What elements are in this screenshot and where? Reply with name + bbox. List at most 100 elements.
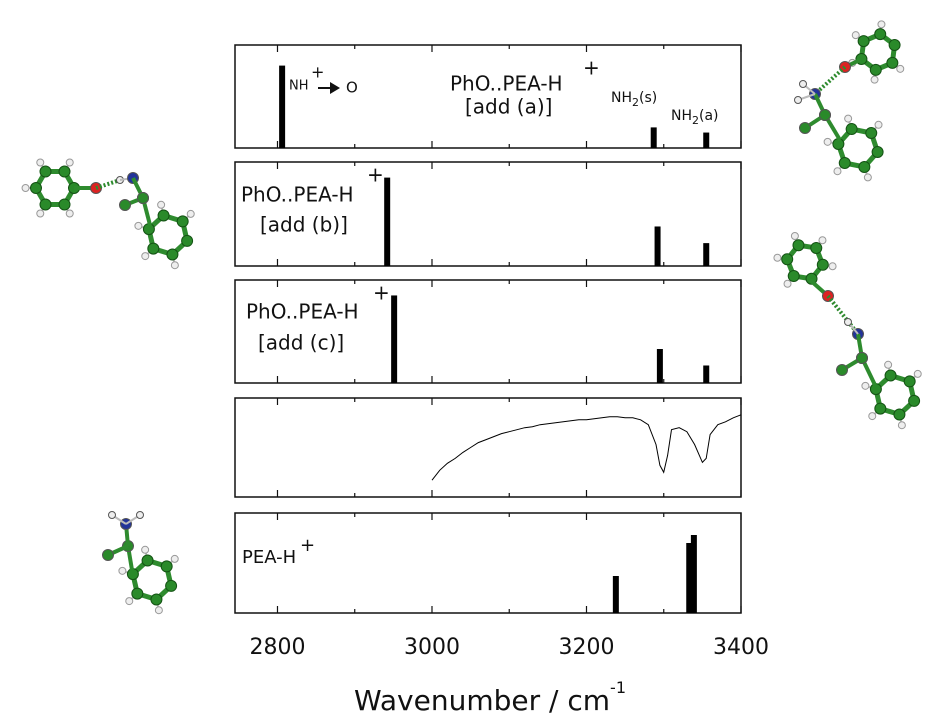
c-atom xyxy=(866,128,877,139)
c-atom xyxy=(870,384,881,395)
c-atom xyxy=(909,395,920,406)
c-atom xyxy=(182,235,193,246)
peak-label-base: NH xyxy=(611,90,632,106)
stick xyxy=(703,133,709,148)
c-atom xyxy=(59,166,70,177)
h-atom xyxy=(834,168,841,175)
h-atom xyxy=(791,232,798,239)
h-atom xyxy=(852,32,859,39)
panel-frame xyxy=(235,513,741,613)
h-atom xyxy=(898,422,905,429)
c-atom xyxy=(59,199,70,210)
panel-label: PhO..PEA-H xyxy=(246,300,359,324)
h-atom xyxy=(845,115,852,122)
annotation-sup: + xyxy=(311,63,324,82)
annotation-target: O xyxy=(346,79,358,97)
c-atom xyxy=(875,29,886,40)
stick xyxy=(279,66,285,148)
panel-sublabel: [add (c)] xyxy=(258,331,344,355)
atom xyxy=(845,319,852,326)
peak-label: NH2(a) xyxy=(671,108,719,127)
c-atom xyxy=(161,561,172,572)
c-atom xyxy=(151,594,162,605)
h-atom xyxy=(897,65,904,72)
c-atom xyxy=(817,259,828,270)
h-atom xyxy=(869,413,876,420)
molecule xyxy=(857,353,922,429)
c-atom xyxy=(870,64,881,75)
h-atom xyxy=(66,210,73,217)
h-atom xyxy=(171,262,178,269)
c-atom xyxy=(158,210,169,221)
h-atom xyxy=(155,607,162,614)
c-atom xyxy=(885,370,896,381)
h-atom xyxy=(774,254,781,261)
x-tick-label: 3200 xyxy=(558,635,614,660)
c-atom xyxy=(167,249,178,260)
h-atom xyxy=(878,21,885,28)
x-tick-label: 3400 xyxy=(713,635,769,660)
c-atom xyxy=(887,57,898,68)
c-atom xyxy=(177,216,188,227)
h-atom xyxy=(914,370,921,377)
figure: PhO..PEA-H+[add (a)]NH+ONH2(s)NH2(a)PhO.… xyxy=(0,0,935,727)
annotation: NH xyxy=(289,79,309,94)
peak-label-suffix: (s) xyxy=(639,90,657,106)
c-atom xyxy=(872,146,883,157)
c-atom xyxy=(846,124,857,135)
annotation-arrowhead xyxy=(330,82,340,94)
c-atom xyxy=(166,580,177,591)
h-atom xyxy=(37,159,44,166)
panel-label-sup: + xyxy=(367,163,384,187)
c-atom xyxy=(40,199,51,210)
c-atom xyxy=(782,254,793,265)
h-atom xyxy=(864,174,871,181)
h-atom xyxy=(126,598,133,605)
c-atom xyxy=(40,166,51,177)
peak-label-base: NH xyxy=(671,108,692,124)
stick xyxy=(703,365,709,383)
x-axis-title-text: Wavenumber / cm xyxy=(354,684,610,717)
panel-label-sup: + xyxy=(300,535,315,556)
h-atom xyxy=(37,210,44,217)
panel-sublabel: [add (a)] xyxy=(465,95,552,119)
c-atom xyxy=(811,242,822,253)
c-atom xyxy=(875,403,886,414)
h-atom xyxy=(824,138,831,145)
stick xyxy=(703,243,709,266)
atom xyxy=(109,512,116,519)
c-atom xyxy=(904,376,915,387)
stick xyxy=(384,178,390,266)
panel-label-sup: + xyxy=(583,56,600,80)
h-atom xyxy=(22,185,29,192)
h-atom xyxy=(66,159,73,166)
atom xyxy=(103,550,114,561)
molecule xyxy=(22,159,148,217)
atom xyxy=(137,512,144,519)
atom xyxy=(820,110,831,121)
h-atom xyxy=(142,546,149,553)
peak-label-sub: 2 xyxy=(632,96,639,109)
c-atom xyxy=(859,161,870,172)
atom xyxy=(857,353,868,364)
panel-label: PEA-H xyxy=(242,547,296,568)
molecule xyxy=(103,512,179,614)
c-atom xyxy=(889,39,900,50)
c-atom xyxy=(127,569,138,580)
panel-frame xyxy=(235,398,741,497)
c-atom xyxy=(858,36,869,47)
molecule xyxy=(820,110,884,181)
h-atom xyxy=(871,76,878,83)
h-atom xyxy=(171,555,178,562)
x-axis-title: Wavenumber / cm-1 xyxy=(354,678,626,718)
h-atom xyxy=(829,263,836,270)
c-atom xyxy=(839,157,850,168)
c-atom xyxy=(793,240,804,251)
atom xyxy=(120,200,131,211)
stick xyxy=(651,127,657,148)
h-atom xyxy=(142,253,149,260)
x-tick-label: 2800 xyxy=(249,635,305,660)
h-atom xyxy=(819,237,826,244)
panel-label: PhO..PEA-H xyxy=(450,72,563,96)
peak-label-suffix: (a) xyxy=(699,108,719,124)
